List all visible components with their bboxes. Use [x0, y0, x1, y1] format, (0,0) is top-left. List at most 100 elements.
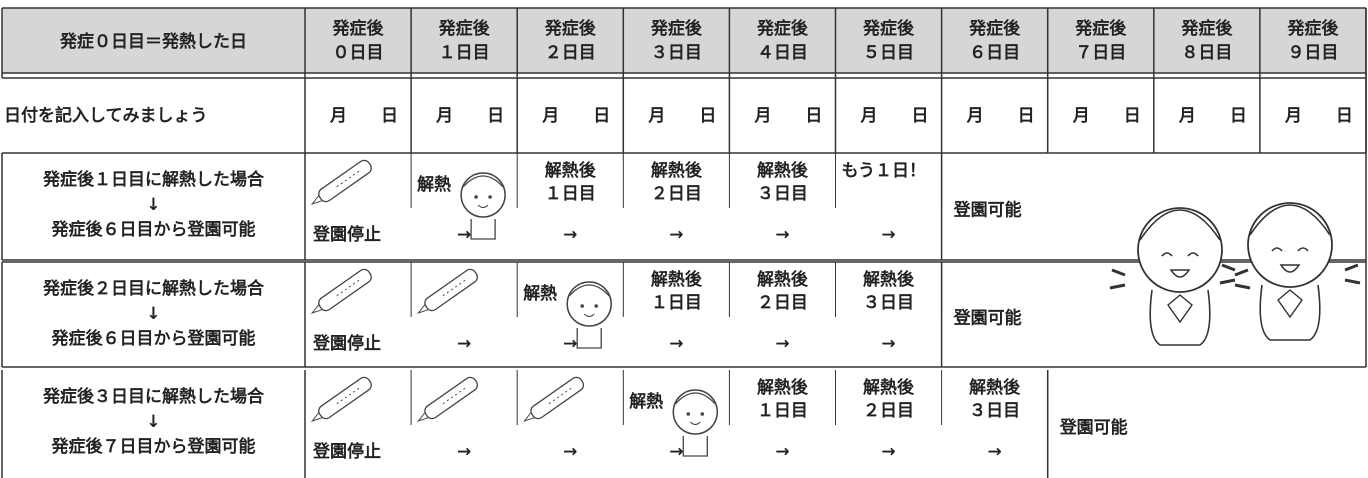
row-label: ↓: [146, 304, 160, 324]
cell-top-text: 解熱後: [969, 377, 1021, 398]
date-cell: 月 日: [860, 106, 929, 126]
cell-bottom-text: →: [775, 334, 789, 354]
cell-top-text: 解熱後: [651, 269, 703, 290]
child-hair: [674, 392, 716, 405]
header-day: 発症後: [862, 18, 915, 39]
cell-bottom-text: →: [669, 442, 683, 462]
child-hands: [1277, 289, 1303, 319]
cell-top-text: 解熱: [523, 283, 557, 304]
cell-top-text: 解熱後: [757, 377, 809, 398]
row-label: 発症後７日目から登園可能: [51, 436, 256, 457]
cell-top-text: 解熱後: [863, 269, 915, 290]
thermometer-icon: [416, 268, 478, 314]
child-eye: [700, 412, 705, 416]
cell-bottom-text: →: [881, 225, 895, 245]
child-cap: [1139, 209, 1221, 241]
header-day: ６日目: [969, 43, 1020, 63]
date-cell: 月 日: [1284, 106, 1353, 126]
available-text: 登園可能: [953, 308, 1022, 329]
cell-bottom-text: →: [881, 334, 895, 354]
thermometer-icon: [310, 268, 372, 314]
thermometer-tip: [310, 412, 323, 422]
cell-bottom-text: →: [988, 442, 1002, 462]
child-hair: [462, 175, 504, 188]
cell-top-text: 解熱後: [757, 269, 809, 290]
cell-bottom-text: →: [563, 442, 577, 462]
date-cell: 月 日: [966, 106, 1035, 126]
cell-bottom-text: →: [881, 442, 895, 462]
child-mouth: [1279, 264, 1301, 273]
child-face: [460, 172, 506, 218]
header-day: １日目: [439, 43, 490, 63]
cell-top-text: ３日目: [757, 184, 808, 204]
date-cell: 月 日: [1178, 106, 1247, 126]
cell-bottom-text: →: [457, 442, 471, 462]
cell-bottom-text: →: [457, 334, 471, 354]
header-day: ５日目: [863, 43, 914, 63]
header-day: 発症後: [650, 18, 703, 39]
row-label: 発症後３日目に解熱した場合: [42, 386, 265, 407]
thermometer-icon: [310, 376, 372, 422]
header-label: 発症０日目＝発熱した日: [59, 31, 247, 52]
cell-top-text: １日目: [545, 184, 596, 204]
child-body: [576, 328, 602, 349]
child-body: [470, 219, 496, 240]
child-mouth: [1169, 269, 1191, 278]
date-cell: 月 日: [329, 106, 398, 126]
date-cell: 月 日: [753, 106, 822, 126]
header-day: ７日目: [1075, 43, 1126, 63]
celebrating-child: [1219, 202, 1361, 341]
header-day: 発症後: [756, 18, 809, 39]
header-day: 発症後: [1074, 18, 1127, 39]
joy-marks: [1219, 263, 1361, 285]
row-label: 発症後６日目から登園可能: [51, 219, 256, 240]
cell-bottom-text: →: [775, 225, 789, 245]
cell-top-text: ３日目: [863, 293, 914, 313]
cell-top-text: もう１日！: [842, 161, 927, 181]
child-icon: [672, 389, 719, 457]
header-day: 発症後: [1286, 18, 1339, 39]
child-face: [672, 389, 719, 435]
row-label: ↓: [146, 412, 160, 432]
child-hair: [568, 284, 610, 297]
date-cell: 月 日: [647, 106, 716, 126]
row-label: ↓: [146, 195, 160, 215]
child-eye: [686, 412, 691, 416]
header-background: [2, 8, 1366, 73]
cell-top-text: 解熱後: [863, 377, 915, 398]
date-label: 日付を記入してみましょう: [4, 105, 208, 126]
cell-top-text: １日目: [651, 293, 702, 313]
cell-bottom-text: 登園停止: [312, 333, 381, 354]
header-day: ４日目: [757, 43, 808, 63]
thermometer-icon: [310, 159, 372, 205]
cell-bottom-text: 登園停止: [312, 224, 381, 245]
child-icon: [566, 281, 612, 349]
cell-bottom-text: →: [669, 334, 683, 354]
child-hands: [1167, 294, 1193, 324]
child-eye: [1161, 252, 1199, 257]
child-eye: [488, 195, 492, 199]
thermometer-icon: [523, 376, 585, 422]
thermometer-tip: [416, 304, 429, 314]
child-mouth: [477, 204, 489, 208]
row-label: 発症後１日目に解熱した場合: [42, 169, 265, 190]
header-day: ０日目: [333, 43, 384, 63]
header-day: ８日目: [1181, 43, 1232, 63]
cell-top-text: 解熱: [629, 391, 663, 412]
cell-bottom-text: →: [563, 225, 577, 245]
thermometer-tip: [310, 195, 323, 205]
cell-top-text: ２日目: [863, 401, 914, 421]
cell-top-text: 解熱後: [757, 160, 809, 181]
child-eye: [580, 304, 584, 308]
header-day: ２日目: [545, 43, 596, 63]
cell-top-text: 解熱: [417, 174, 451, 195]
header-day: ３日目: [651, 43, 702, 63]
child-cap: [1249, 204, 1331, 236]
header-day: 発症後: [332, 18, 385, 39]
cell-top-text: １日目: [757, 401, 808, 421]
thermometer-tip: [416, 412, 429, 422]
child-mouth: [583, 313, 595, 317]
cell-bottom-text: →: [775, 442, 789, 462]
row-label: 発症後２日目に解熱した場合: [42, 278, 265, 299]
